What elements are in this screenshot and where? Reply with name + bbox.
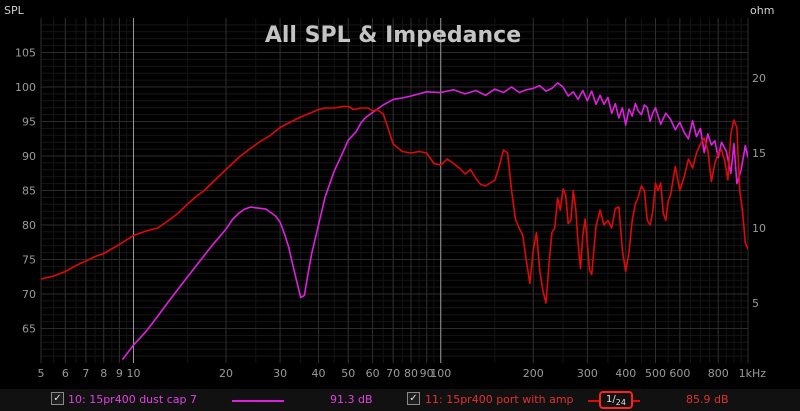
smoothing-numerator: 1 [606, 394, 613, 405]
left-axis-label: SPL [4, 4, 25, 17]
x-tick-label: 90 [420, 367, 434, 380]
x-tick-label: 70 [386, 367, 400, 380]
right-y-tick-label: 15 [752, 147, 766, 160]
left-y-tick-label: 75 [22, 254, 36, 267]
x-tick-label: 50 [341, 367, 355, 380]
left-y-tick-labels: 65 70 75 80 85 90 95 100 105 [15, 47, 36, 336]
x-tick-label: 400 [615, 367, 636, 380]
x-tick-label: 10 [126, 367, 140, 380]
x-tick-label: 600 [669, 367, 690, 380]
x-tick-label: 40 [311, 367, 325, 380]
left-y-tick-label: 65 [22, 323, 36, 336]
left-y-tick-label: 70 [22, 288, 36, 301]
series-10-checkbox[interactable]: ✓ [51, 392, 64, 405]
x-tick-label: 80 [404, 367, 418, 380]
x-tick-label: 5 [38, 367, 45, 380]
left-y-tick-label: 90 [22, 150, 36, 163]
x-tick-label: 20 [219, 367, 233, 380]
right-axis-label: ohm [750, 4, 774, 17]
x-tick-label: 1kHz [739, 367, 767, 380]
right-y-tick-label: 20 [752, 72, 766, 85]
right-y-tick-label: 5 [752, 297, 759, 310]
left-y-tick-label: 95 [22, 116, 36, 129]
series-line-dust-cap [121, 82, 748, 361]
series-11-label[interactable]: 11: 15pr400 port with amp [425, 393, 574, 406]
right-y-tick-label: 10 [752, 222, 766, 235]
x-tick-label: 300 [577, 367, 598, 380]
smoothing-denominator: 24 [615, 398, 626, 407]
series-11-value: 85.9 dB [686, 393, 729, 406]
smoothing-badge[interactable]: 1/24 [599, 391, 633, 409]
x-tick-label: 200 [523, 367, 544, 380]
major-grid [40, 18, 749, 363]
x-tick-label: 100 [430, 367, 451, 380]
series-10-line-swatch[interactable] [232, 400, 284, 402]
left-y-tick-label: 100 [15, 81, 36, 94]
right-y-tick-labels: 5 10 15 20 [752, 72, 766, 310]
spl-impedance-chart: SPL ohm All SPL & Impedance 657075808590… [4, 4, 775, 380]
x-tick-label: 6 [62, 367, 69, 380]
series-10-label[interactable]: 10: 15pr400 dust cap 7 [68, 393, 197, 406]
x-tick-label: 8 [100, 367, 107, 380]
series-11-checkbox[interactable]: ✓ [407, 392, 420, 405]
x-tick-label: 9 [116, 367, 123, 380]
legend-bar: ✓ 10: 15pr400 dust cap 7 91.3 dB ✓ 11: 1… [0, 389, 800, 411]
left-y-tick-label: 80 [22, 219, 36, 232]
x-tick-label: 800 [708, 367, 729, 380]
series-line-port-with-amp [41, 105, 748, 304]
left-y-tick-label: 105 [15, 47, 36, 60]
x-tick-label: 500 [645, 367, 666, 380]
x-tick-label: 7 [82, 367, 89, 380]
series-10-value: 91.3 dB [330, 393, 373, 406]
x-tick-label: 30 [273, 367, 287, 380]
series-lines [41, 82, 748, 361]
x-tick-label: 60 [366, 367, 380, 380]
left-y-tick-label: 85 [22, 185, 36, 198]
chart-title: All SPL & Impedance [265, 23, 521, 48]
